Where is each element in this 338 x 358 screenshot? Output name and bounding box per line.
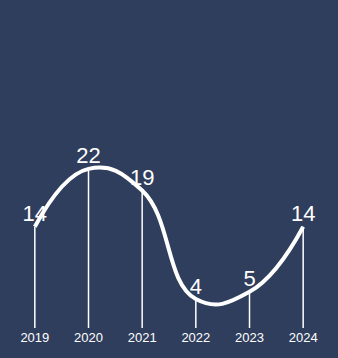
svg-text:2019: 2019 [20,330,49,345]
svg-text:22: 22 [76,143,100,168]
svg-text:2024: 2024 [289,330,318,345]
svg-text:2023: 2023 [235,330,264,345]
svg-text:14: 14 [23,201,47,226]
svg-text:2021: 2021 [128,330,157,345]
svg-text:14: 14 [291,201,315,226]
svg-text:4: 4 [190,274,202,299]
svg-text:5: 5 [243,266,255,291]
svg-text:2022: 2022 [181,330,210,345]
svg-text:19: 19 [130,165,154,190]
svg-text:2020: 2020 [74,330,103,345]
